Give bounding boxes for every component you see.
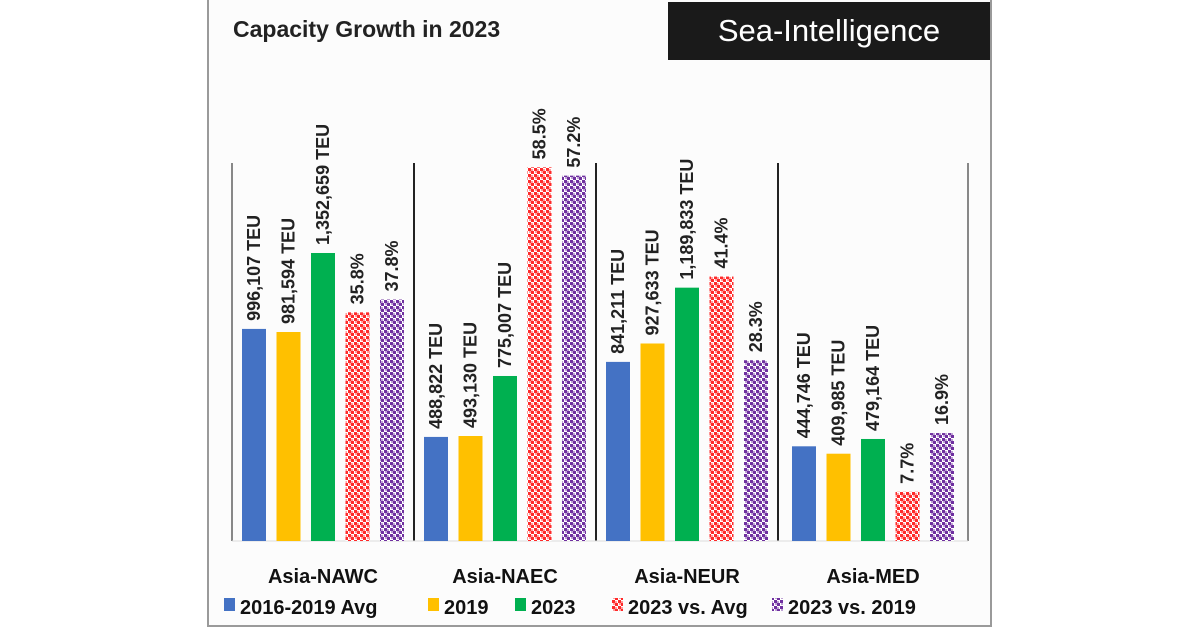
chart-title: Capacity Growth in 2023 (233, 16, 501, 42)
bar-2019-asia-med (826, 453, 851, 541)
bar-2023-asia-neur (675, 287, 699, 541)
data-label: 409,985 TEU (829, 340, 849, 446)
data-label: 1,189,833 TEU (677, 159, 697, 280)
data-label: 775,007 TEU (495, 262, 515, 368)
legend-swatch (772, 598, 783, 611)
data-label: 488,822 TEU (426, 323, 446, 429)
legend-swatch (515, 598, 526, 611)
data-label: 58.5% (530, 108, 550, 159)
legend-label: 2019 (444, 597, 489, 619)
bar-2016-2019-avg-asia-med (792, 446, 816, 541)
category-label: Asia-MED (826, 566, 919, 588)
bar-2023-vs-2019-asia-med (930, 433, 954, 541)
bar-2023-vs-avg-asia-med (895, 491, 920, 541)
bar-2016-2019-avg-asia-neur (606, 361, 630, 541)
legend-swatch (612, 598, 623, 611)
bar-2023-vs-avg-asia-neur (709, 276, 734, 541)
legend-label: 2016-2019 Avg (240, 597, 378, 619)
bar-2023-vs-2019-asia-naec (562, 175, 586, 541)
bar-2019-asia-naec (458, 436, 483, 541)
data-label: 981,594 TEU (279, 218, 299, 324)
category-label: Asia-NAWC (268, 566, 378, 588)
bar-2023-vs-avg-asia-nawc (345, 312, 370, 541)
bar-2023-vs-avg-asia-naec (527, 167, 552, 542)
data-label: 7.7% (898, 443, 918, 484)
legend-label: 2023 (531, 597, 576, 619)
category-label: Asia-NAEC (452, 566, 558, 588)
brand-logo: Sea-Intelligence (668, 2, 990, 60)
data-label: 841,211 TEU (608, 249, 628, 354)
bar-2016-2019-avg-asia-naec (424, 436, 448, 541)
bar-2019-asia-nawc (276, 332, 301, 541)
data-label: 493,130 TEU (461, 322, 481, 428)
data-label: 35.8% (348, 253, 368, 304)
legend-label: 2023 vs. Avg (628, 597, 748, 619)
bar-2023-asia-nawc (311, 252, 335, 542)
data-label: 927,633 TEU (643, 229, 663, 335)
bar-2023-asia-med (861, 438, 885, 541)
data-label: 28.3% (746, 301, 766, 352)
legend-label: 2023 vs. 2019 (788, 597, 916, 619)
category-label: Asia-NEUR (634, 566, 740, 588)
legend-swatch (428, 598, 439, 611)
data-label: 444,746 TEU (794, 332, 814, 438)
data-label: 1,352,659 TEU (313, 124, 333, 245)
data-label: 37.8% (382, 241, 402, 292)
bar-2023-vs-2019-asia-nawc (380, 299, 404, 541)
bar-2019-asia-neur (640, 343, 665, 541)
data-label: 57.2% (564, 117, 584, 168)
bar-2023-vs-2019-asia-neur (744, 360, 768, 541)
bar-2023-asia-naec (493, 375, 517, 541)
data-label: 16.9% (932, 374, 952, 425)
data-label: 996,107 TEU (244, 215, 264, 321)
legend-swatch (224, 598, 235, 611)
bar-2016-2019-avg-asia-nawc (242, 328, 266, 541)
data-label: 479,164 TEU (863, 325, 883, 431)
data-label: 41.4% (712, 218, 732, 269)
